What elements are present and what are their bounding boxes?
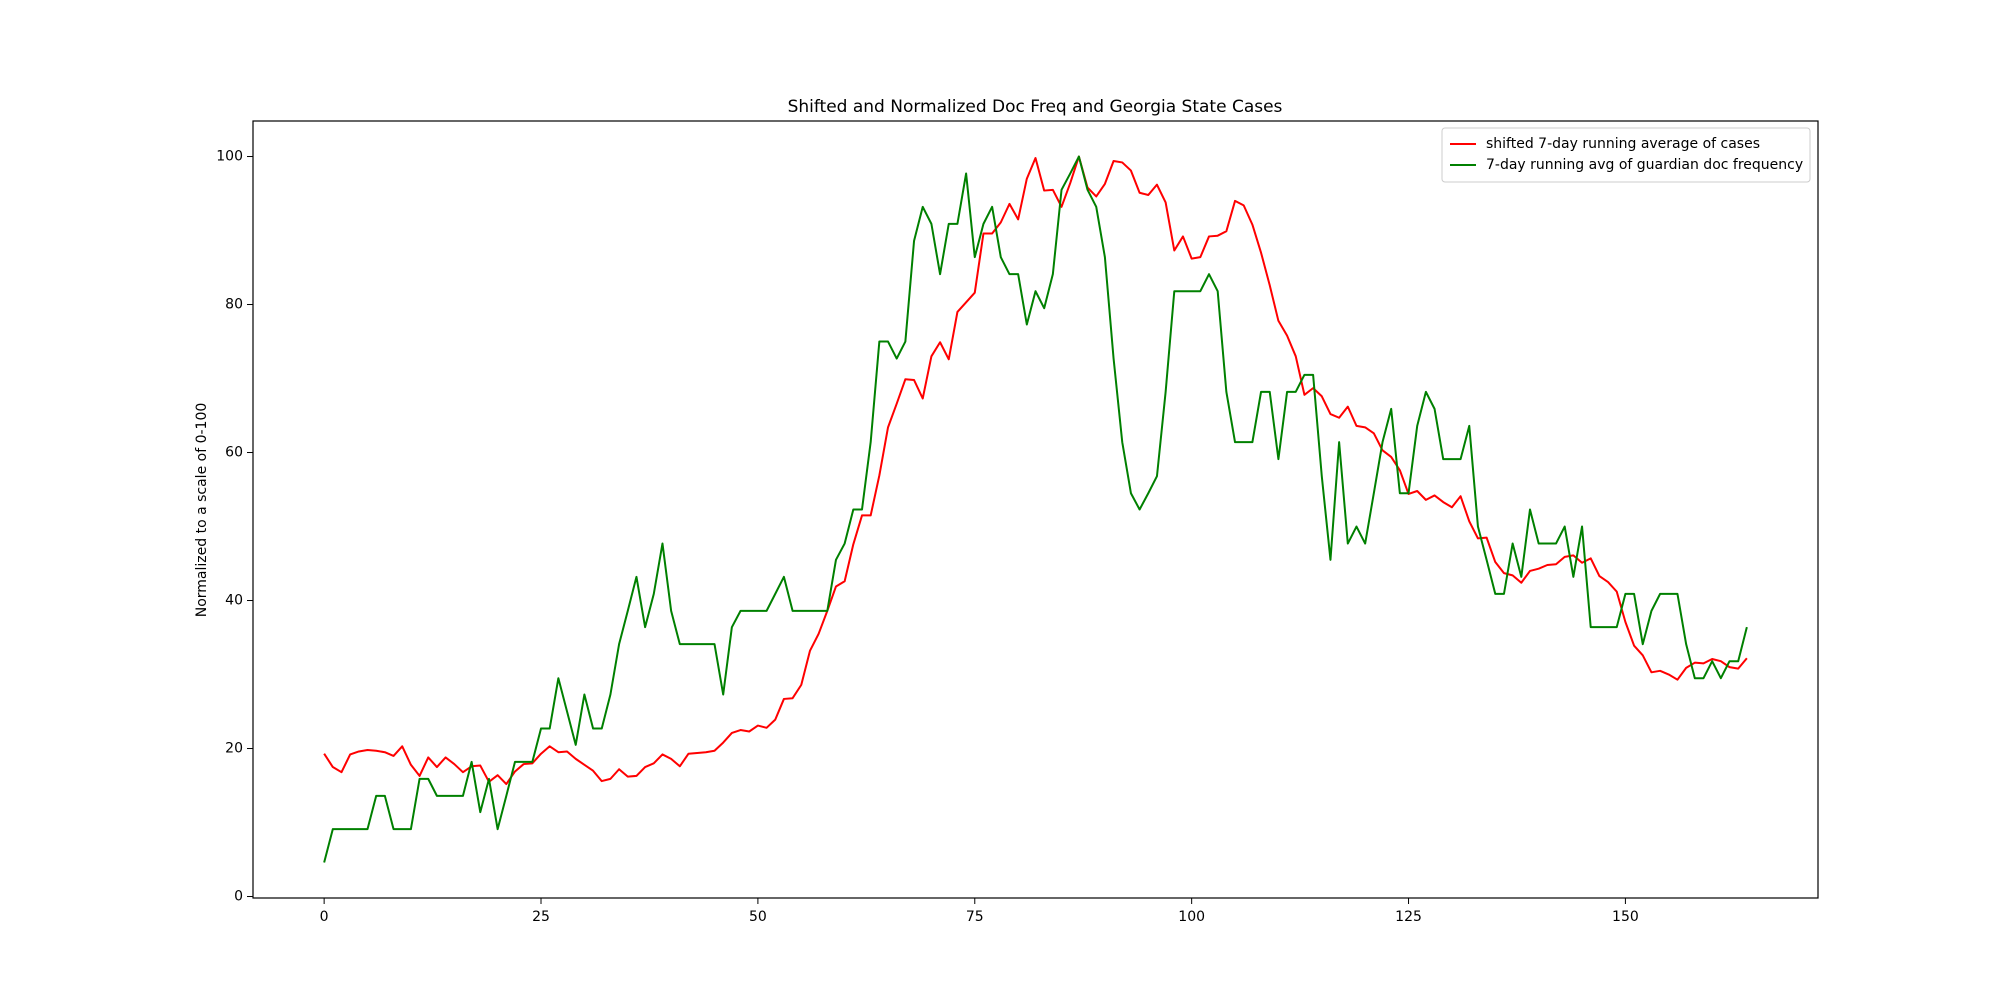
legend-label: shifted 7-day running average of cases (1486, 136, 1760, 152)
chart-title: Shifted and Normalized Doc Freq and Geor… (788, 97, 1283, 117)
y-axis-label: Normalized to a scale of 0-100 (194, 403, 210, 618)
data-line (323, 155, 1748, 863)
y-tick-label: 40 (225, 593, 243, 609)
x-tick-label: 125 (1395, 909, 1422, 925)
data-line (323, 155, 1748, 786)
x-tick-label: 50 (749, 909, 767, 925)
legend: shifted 7-day running average of cases 7-… (1441, 127, 1811, 183)
x-tick-label: 100 (1178, 909, 1205, 925)
x-tick-label: 150 (1612, 909, 1639, 925)
plot-frame (252, 120, 1819, 899)
y-tick-label: 0 (234, 889, 243, 905)
legend-box (1441, 127, 1811, 183)
y-tick-label: 60 (225, 445, 243, 461)
legend-label: 7-day running avg of guardian doc freque… (1486, 157, 1803, 173)
y-tick-label: 80 (225, 297, 243, 313)
x-tick-label: 75 (966, 909, 984, 925)
y-tick-label: 100 (216, 149, 243, 165)
y-tick-label: 20 (225, 741, 243, 757)
x-tick-label: 0 (320, 909, 329, 925)
x-tick-label: 25 (532, 909, 550, 925)
